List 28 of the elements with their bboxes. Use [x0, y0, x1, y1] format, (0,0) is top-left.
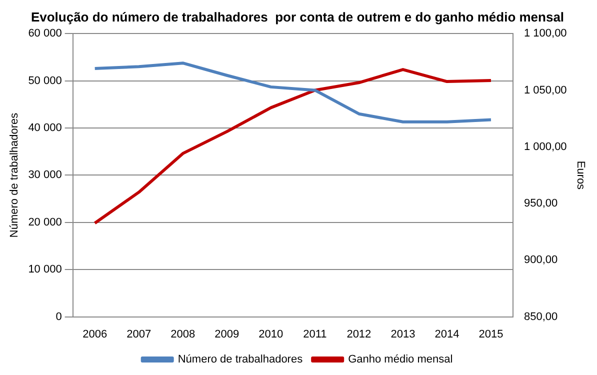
x-tick-label: 2010	[258, 328, 284, 340]
y2-tick-label: 1 100,00	[524, 28, 567, 40]
x-tick-label: 2012	[346, 328, 372, 340]
legend-label: Ganho médio mensal	[348, 354, 453, 366]
y2-tick-label: 1 050,00	[524, 84, 567, 96]
x-tick-label: 2009	[214, 328, 240, 340]
y2-axis-title: Euros	[574, 160, 586, 190]
x-tick-label: 2015	[478, 328, 504, 340]
x-tick-label: 2013	[390, 328, 416, 340]
x-tick-label: 2008	[170, 328, 196, 340]
y2-tick-label: 850,00	[524, 310, 558, 323]
y-tick-label: 50 000	[28, 74, 62, 87]
y-tick-label: 40 000	[28, 122, 62, 134]
y-tick-label: 0	[56, 310, 62, 323]
y2-tick-label: 950,00	[524, 198, 558, 210]
x-tick-label: 2006	[82, 328, 108, 340]
y-tick-label: 30 000	[28, 169, 62, 182]
y-axis-title: Número de trabalhadores	[8, 112, 21, 238]
legend-label: Número de trabalhadores	[178, 354, 304, 366]
x-tick-label: 2014	[434, 328, 460, 340]
y-tick-label: 60 000	[28, 28, 62, 40]
x-tick-label: 2011	[303, 328, 327, 340]
y-tick-label: 20 000	[28, 216, 62, 228]
y2-tick-label: 1 000,00	[524, 140, 567, 153]
x-tick-label: 2007	[126, 328, 152, 340]
y2-tick-label: 900,00	[524, 254, 558, 266]
y-tick-label: 10 000	[28, 264, 62, 276]
chart-title: Evolução do número de trabalhadores por conta de outrem e do ganho médio mensal	[30, 9, 564, 24]
